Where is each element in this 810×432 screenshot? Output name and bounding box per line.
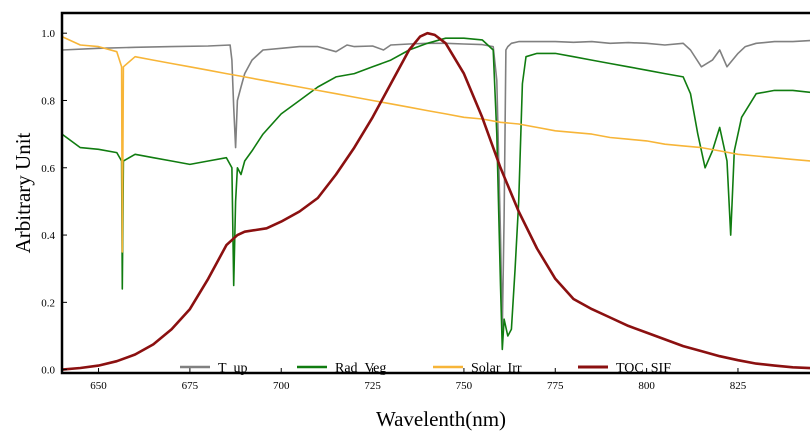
- legend: T_up Rad_Veg Solar_Irr TOC_SIF: [180, 361, 671, 376]
- series-line-rad-veg: [62, 37, 810, 351]
- x-tick-label: 700: [273, 380, 290, 392]
- series-line-t-up: [62, 39, 810, 331]
- x-tick-label: 825: [730, 380, 747, 392]
- y-axis-title: Arbitrary Unit: [11, 132, 35, 253]
- x-tick-label: 750: [456, 380, 473, 392]
- y-tick-label: 0.0: [41, 365, 55, 377]
- x-tick-label: 725: [364, 380, 381, 392]
- y-tick-label: 1.0: [41, 28, 55, 40]
- y-tick-label: 0.6: [41, 163, 55, 175]
- plot-frame: [60, 11, 810, 375]
- legend-label-toc-sif: TOC_SIF: [616, 361, 671, 376]
- legend-label-solar-irr: Solar_Irr: [471, 361, 522, 376]
- series-line-toc-sif: [62, 31, 810, 371]
- x-tick-label: 650: [90, 380, 107, 392]
- y-axis: 0.0 0.2 0.4 0.6 0.8 1.0: [41, 28, 67, 377]
- legend-label-t-up: T_up: [218, 361, 248, 376]
- x-axis-title: Wavelenth(nm): [376, 407, 506, 431]
- x-tick-label: 775: [547, 380, 564, 392]
- x-tick-label: 800: [638, 380, 655, 392]
- y-tick-label: 0.2: [41, 297, 55, 309]
- y-tick-label: 0.8: [41, 95, 55, 107]
- legend-label-rad-veg: Rad_Veg: [335, 361, 386, 376]
- x-axis: 650 675 700 725 750 775 800 825: [90, 368, 747, 392]
- y-tick-label: 0.4: [41, 230, 55, 242]
- series-layer: [62, 31, 810, 371]
- x-tick-label: 675: [182, 380, 199, 392]
- series-line-solar-irr: [62, 35, 810, 253]
